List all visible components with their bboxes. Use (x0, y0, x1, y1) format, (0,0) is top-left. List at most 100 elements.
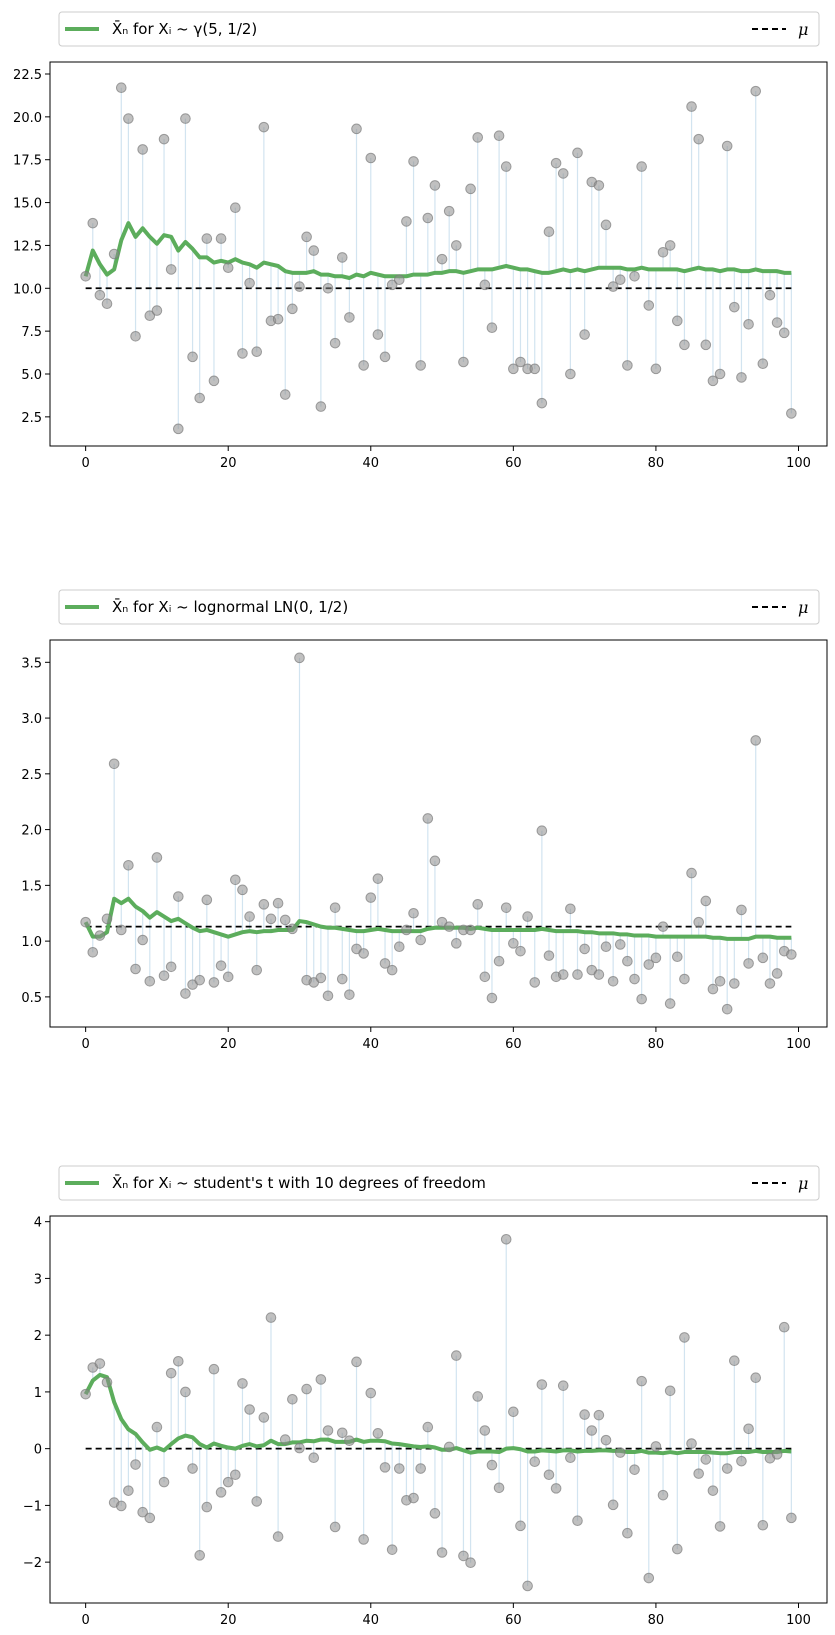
sample-point (336, 1427, 348, 1439)
sample-point (472, 899, 484, 910)
sample-point (664, 1385, 676, 1397)
sample-point (294, 281, 305, 292)
sample-point (244, 277, 255, 289)
sample-point (144, 975, 156, 987)
sample-point (614, 1447, 626, 1458)
sample-point (386, 1544, 398, 1555)
sample-point (144, 1512, 156, 1524)
sample-point (629, 973, 640, 985)
sample-point (130, 963, 141, 975)
sample-point (686, 1438, 697, 1449)
legend-label-running-mean: X̄ₙ for Xᵢ ~ student's t with 10 degrees… (112, 1173, 486, 1192)
sample-point (265, 913, 277, 925)
sample-point (201, 894, 213, 906)
sample-point (493, 955, 505, 967)
sample-point (279, 914, 291, 926)
sample-point (636, 993, 647, 1005)
sample-point (600, 219, 612, 231)
sample-point (301, 1383, 312, 1395)
sample-point (614, 939, 626, 950)
x-tick-label: 100 (786, 456, 811, 471)
sample-point (386, 279, 398, 291)
sample-point (750, 735, 762, 746)
sample-point (351, 1356, 362, 1368)
y-tick-label: 2 (34, 1329, 42, 1344)
sample-point (258, 121, 270, 133)
sample-point (486, 322, 498, 334)
sample-point (115, 82, 127, 94)
sample-point (579, 943, 590, 955)
sample-point (500, 902, 512, 913)
sample-point (465, 183, 476, 195)
legend: X̄ₙ for Xᵢ ~ lognormal LN(0, 1/2) μ (58, 589, 820, 625)
sample-point (529, 977, 541, 988)
sample-point (714, 1521, 726, 1532)
sample-point (707, 983, 719, 995)
sample-point (550, 1483, 562, 1494)
sample-point (251, 346, 263, 358)
sample-point (736, 372, 747, 383)
sample-point (358, 1534, 369, 1545)
sample-point (607, 281, 619, 292)
sample-point (565, 368, 576, 380)
sample-point (579, 1409, 590, 1420)
sample-point (458, 356, 469, 368)
sample-point (294, 1442, 305, 1454)
sample-point (743, 1423, 754, 1435)
sample-point (244, 911, 255, 922)
x-tick-label: 20 (220, 1613, 237, 1628)
sample-point (500, 1233, 512, 1245)
sample-point (408, 156, 419, 167)
sample-point (230, 1469, 241, 1481)
sample-point (415, 360, 426, 371)
sample-point (764, 289, 776, 301)
legend: X̄ₙ for Xᵢ ~ student's t with 10 degrees… (58, 1165, 820, 1201)
y-tick-label: −2 (23, 1556, 42, 1571)
sample-point (557, 1380, 569, 1391)
sample-point (565, 903, 576, 915)
sample-point (251, 964, 263, 976)
sample-point (472, 1391, 484, 1402)
sample-point (187, 351, 198, 363)
sample-point (336, 252, 348, 263)
sample-point (194, 1550, 205, 1561)
y-tick-label: 10.0 (13, 282, 42, 297)
sample-point (94, 1358, 106, 1369)
sample-point (237, 348, 248, 359)
running-mean-line (83, 1372, 792, 1456)
sample-point (721, 1003, 733, 1015)
sample-point (700, 895, 712, 907)
sample-point (365, 892, 377, 903)
sample-point (622, 360, 633, 371)
sample-point (750, 85, 762, 97)
sample-point (123, 113, 134, 124)
sample-point (308, 1452, 320, 1464)
sample-point (372, 1428, 384, 1439)
chart-2: X̄ₙ for Xᵢ ~ lognormal LN(0, 1/2) μ 0 20 40 6… (21, 589, 828, 1052)
y-tick-label: 20.0 (13, 111, 42, 126)
sample-point (579, 329, 590, 340)
axes-frame (49, 639, 828, 1028)
sample-point (743, 318, 754, 330)
legend-frame (58, 1165, 820, 1201)
sample-point (322, 1425, 334, 1436)
sample-point (493, 130, 505, 142)
sample-point (600, 941, 612, 953)
sample-point (215, 233, 227, 244)
sample-point (372, 873, 384, 884)
x-tick-label: 40 (363, 1613, 380, 1628)
sample-point (101, 1376, 113, 1388)
sample-point (572, 969, 583, 980)
sample-point (443, 921, 455, 932)
sample-point (622, 955, 633, 967)
legend-label-mu: μ (798, 20, 808, 39)
sample-point (222, 1476, 234, 1488)
sample-point (500, 161, 512, 172)
sample-point (515, 1520, 526, 1532)
sample-point (479, 971, 491, 983)
sample-point (693, 1468, 704, 1479)
sample-point (251, 1496, 263, 1507)
x-tick-label: 0 (82, 456, 90, 471)
sample-point (386, 964, 398, 976)
sample-point (458, 1550, 469, 1562)
